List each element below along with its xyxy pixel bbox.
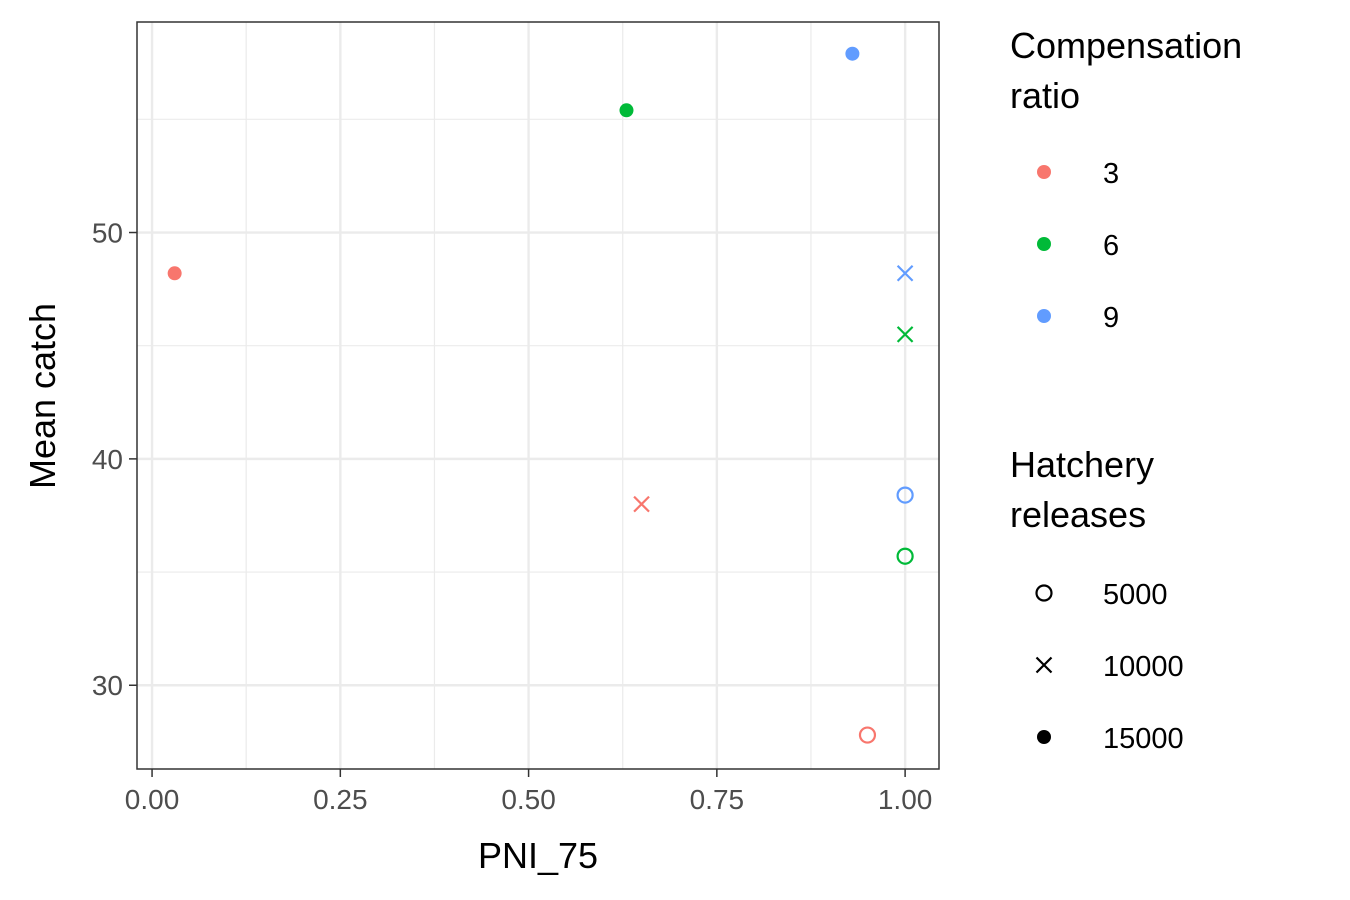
data-point bbox=[619, 103, 634, 118]
legend-key bbox=[1037, 165, 1051, 179]
x-tick-label: 1.00 bbox=[878, 784, 933, 815]
data-point bbox=[896, 326, 914, 343]
legend-label: 9 bbox=[1103, 302, 1119, 334]
x-tick-label: 0.00 bbox=[125, 784, 180, 815]
data-point bbox=[633, 495, 650, 513]
x-tick-label: 0.25 bbox=[313, 784, 368, 815]
legend-key bbox=[1035, 584, 1053, 602]
y-tick-label: 30 bbox=[92, 670, 123, 701]
y-axis-ticks: 30 40 50 bbox=[92, 218, 137, 701]
x-axis-title: PNI_75 bbox=[478, 835, 598, 876]
data-points bbox=[167, 46, 914, 744]
legend-label: 6 bbox=[1103, 230, 1119, 262]
data-point bbox=[896, 547, 914, 565]
data-point bbox=[167, 266, 182, 281]
legend-label: 15000 bbox=[1103, 723, 1184, 755]
minor-gridlines bbox=[137, 22, 939, 769]
major-gridlines bbox=[137, 22, 939, 769]
legend-title-line: Hatchery bbox=[1010, 444, 1154, 485]
data-point bbox=[845, 46, 860, 61]
legend-key bbox=[1035, 656, 1053, 674]
legend-key bbox=[1037, 730, 1051, 744]
legend-label: 3 bbox=[1103, 158, 1119, 190]
legend-key bbox=[1037, 237, 1051, 251]
legend-title-line: Compensation bbox=[1010, 25, 1242, 66]
plot-panel-border bbox=[136, 21, 940, 770]
legend-title-line: ratio bbox=[1010, 75, 1080, 116]
legend-hatchery-releases: Hatchery releases 5000 10000 15000 bbox=[1010, 444, 1184, 755]
legend-key bbox=[1037, 309, 1051, 323]
x-tick-label: 0.75 bbox=[690, 784, 745, 815]
legend-label: 5000 bbox=[1103, 579, 1168, 611]
legend-compensation-ratio: Compensation ratio 3 6 9 bbox=[1010, 25, 1242, 334]
y-tick-label: 40 bbox=[92, 444, 123, 475]
data-point bbox=[896, 486, 914, 504]
y-axis-title: Mean catch bbox=[22, 303, 63, 489]
x-tick-label: 0.50 bbox=[501, 784, 556, 815]
y-tick-label: 50 bbox=[92, 218, 123, 249]
data-point bbox=[858, 726, 877, 744]
legend-label: 10000 bbox=[1103, 651, 1184, 683]
x-axis-ticks: 0.00 0.25 0.50 0.75 1.00 bbox=[125, 769, 933, 815]
legend-title-line: releases bbox=[1010, 494, 1146, 535]
data-point bbox=[896, 264, 914, 282]
